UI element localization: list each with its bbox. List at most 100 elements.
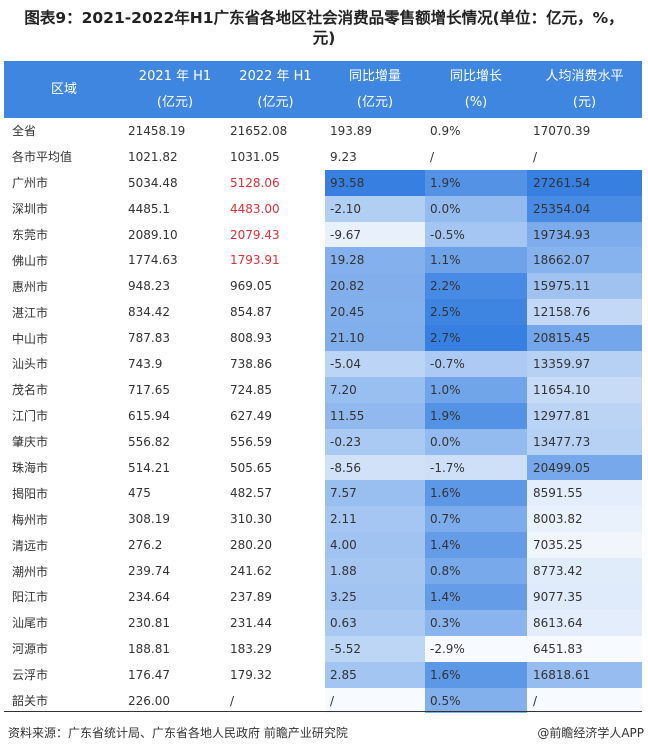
header-label: 同比增量 <box>348 68 401 84</box>
table-row: 各市平均值 1021.82 1031.05 9.23 / / <box>4 144 642 170</box>
cell-region: 湛江市 <box>12 305 49 320</box>
table-row: 汕头市 743.9 738.86 -5.04 -0.7% 13359.97 <box>4 351 642 377</box>
cell-per-capita: 16818.61 <box>527 661 642 688</box>
cell-growth: 1.6% <box>425 661 527 688</box>
cell-2021: 226.00 <box>128 693 170 708</box>
cell-per-capita: 7035.25 <box>527 532 642 559</box>
cell-increase: 0.63 <box>325 609 425 636</box>
cell-region: 云浮市 <box>12 668 49 683</box>
table-row: 全省 21458.19 21652.08 193.89 0.9% 17070.39 <box>4 118 642 144</box>
cell-2022: 21652.08 <box>230 123 288 138</box>
cell-2021: 176.47 <box>128 667 170 682</box>
header-2021: 2021 年 H1 (亿元) <box>124 61 226 118</box>
cell-2021: 234.64 <box>128 589 170 604</box>
cell-2021: 239.74 <box>128 564 170 579</box>
cell-growth: 2.2% <box>425 273 527 300</box>
header-growth: 同比增长 (%) <box>425 61 527 118</box>
cell-2022: 738.86 <box>230 356 272 371</box>
cell-2021: 5034.48 <box>128 175 178 190</box>
header-increase: 同比增量 (亿元) <box>325 61 425 118</box>
cell-2021: 1021.82 <box>128 149 178 164</box>
cell-increase: 4.00 <box>325 532 425 559</box>
cell-2022: 482.57 <box>230 486 272 501</box>
cell-growth: 0.3% <box>425 609 527 636</box>
cell-growth: / <box>430 149 435 164</box>
table-row: 云浮市 176.47 179.32 2.85 1.6% 16818.61 <box>4 661 642 688</box>
cell-2022: 969.05 <box>230 279 272 294</box>
cell-growth: 1.4% <box>425 584 527 610</box>
table-row: 东莞市 2089.10 2079.43 -9.67 -0.5% 19734.93 <box>4 221 642 248</box>
cell-region: 汕头市 <box>12 357 49 372</box>
cell-2022: / <box>230 693 235 708</box>
table-body: 全省 21458.19 21652.08 193.89 0.9% 17070.39 各市平均… <box>4 118 642 714</box>
cell-region: 广州市 <box>12 176 49 191</box>
cell-per-capita: 15975.11 <box>527 273 642 300</box>
cell-per-capita: / <box>527 687 642 714</box>
table-row: 惠州市 948.23 969.05 20.82 2.2% 15975.11 <box>4 273 642 300</box>
cell-growth: -2.9% <box>425 635 527 662</box>
cell-2021: 948.23 <box>128 279 170 294</box>
cell-region: 肇庆市 <box>12 435 49 450</box>
cell-2021: 1774.63 <box>128 253 178 268</box>
table-row: 韶关市 226.00//0.5% / <box>4 687 642 714</box>
cell-2022: 724.85 <box>230 382 272 397</box>
cell-region: 全省 <box>12 124 37 139</box>
cell-increase: 21.10 <box>325 325 425 352</box>
cell-2022: 854.87 <box>230 305 272 320</box>
cell-growth: 1.9% <box>425 169 527 196</box>
table-row: 清远市 276.2 280.20 4.00 1.4% 7035.25 <box>4 532 642 559</box>
cell-per-capita: 12977.81 <box>527 402 642 429</box>
cell-2021: 2089.10 <box>128 227 178 242</box>
header-unit: (亿元) <box>257 94 294 110</box>
cell-region: 茂名市 <box>12 383 49 398</box>
cell-per-capita: 25354.04 <box>527 195 642 222</box>
header-region: 区域 <box>4 61 124 118</box>
cell-2022: 556.59 <box>230 434 272 449</box>
cell-growth: 1.9% <box>425 402 527 429</box>
cell-increase: 2.85 <box>325 661 425 688</box>
header-unit: (亿元) <box>156 94 194 110</box>
bottom-rule <box>4 711 642 712</box>
cell-2022: 280.20 <box>230 538 272 553</box>
table-row: 佛山市 1774.63 1793.91 19.28 1.1% 18662.07 <box>4 247 642 274</box>
cell-2022: 231.44 <box>230 615 272 630</box>
cell-growth: 0.0% <box>425 195 527 222</box>
cell-region: 珠海市 <box>12 461 49 476</box>
header-unit: (亿元) <box>356 94 394 110</box>
cell-growth: 0.9% <box>430 123 461 138</box>
cell-2021: 475 <box>128 486 151 501</box>
cell-per-capita: 18662.07 <box>527 247 642 274</box>
cell-per-capita: 17070.39 <box>533 123 591 138</box>
cell-growth: 2.7% <box>425 325 527 352</box>
cell-2022: 505.65 <box>230 460 272 475</box>
cell-region: 惠州市 <box>12 279 49 294</box>
cell-per-capita: 13359.97 <box>527 351 642 377</box>
cell-per-capita: 19734.93 <box>527 221 642 248</box>
cell-increase: -5.04 <box>325 351 425 377</box>
cell-2021: 230.81 <box>128 615 170 630</box>
cell-2021: 308.19 <box>128 512 170 527</box>
header-label: 2022 年 H1 <box>239 68 312 84</box>
table-row: 肇庆市 556.82 556.59 -0.23 0.0% 13477.73 <box>4 428 642 455</box>
table-row: 梅州市 308.19 310.30 2.11 0.7% 8003.82 <box>4 506 642 533</box>
cell-2022: 237.89 <box>230 589 272 604</box>
table-row: 揭阳市 475 482.57 7.57 1.6% 8591.55 <box>4 480 642 507</box>
source-note: 资料来源：广东省统计局、广东省各地人民政府 前瞻产业研究院 <box>8 726 348 740</box>
table-row: 湛江市 834.42 854.87 20.45 2.5% 12158.76 <box>4 299 642 326</box>
cell-increase: 3.25 <box>325 584 425 610</box>
cell-increase: 193.89 <box>330 123 372 138</box>
cell-per-capita: 8003.82 <box>527 506 642 533</box>
cell-growth: 0.0% <box>425 428 527 455</box>
credit: @前瞻经济学人APP <box>537 726 644 740</box>
cell-per-capita: 27261.54 <box>527 169 642 196</box>
cell-region: 东莞市 <box>12 228 49 242</box>
header-label: 同比增长 <box>449 68 502 84</box>
cell-growth: 0.5% <box>425 687 527 714</box>
cell-2022: 241.62 <box>230 564 272 579</box>
cell-increase: 20.45 <box>325 299 425 326</box>
cell-increase: -0.23 <box>325 428 425 455</box>
cell-increase: 20.82 <box>325 273 425 300</box>
table-row: 深圳市 4485.1 4483.00 -2.10 0.0% 25354.04 <box>4 195 642 222</box>
cell-2021: 188.81 <box>128 641 170 656</box>
header-per-capita: 人均消费水平 (元) <box>527 61 642 118</box>
